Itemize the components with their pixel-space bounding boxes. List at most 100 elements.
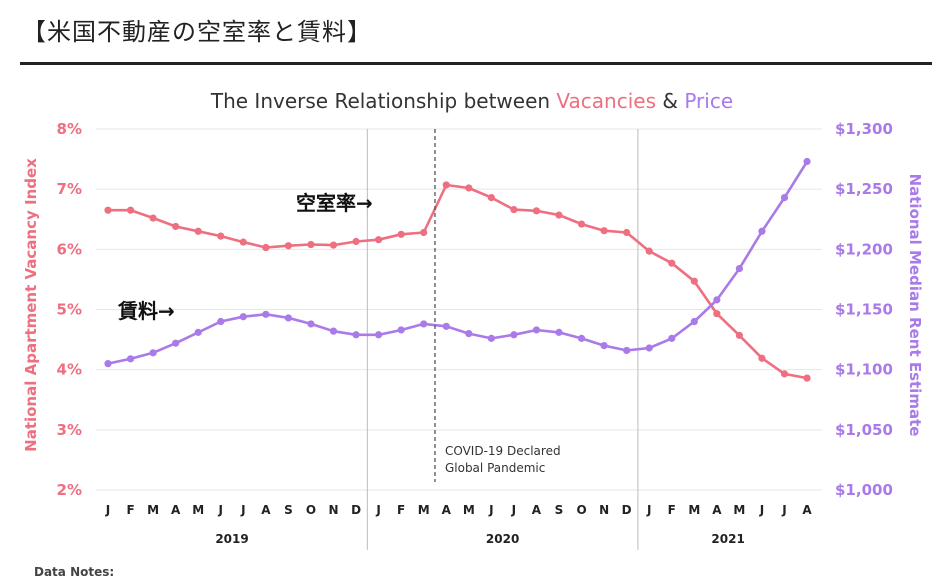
month-tick-label: S [555, 503, 564, 517]
data-point-vacancies [780, 370, 789, 378]
data-point-vacancies [690, 277, 698, 285]
month-tick-label: S [284, 503, 293, 517]
data-point-price [194, 328, 202, 336]
right-axis: $1,000 $1,050 $1,100 $1,150 $1,200 $1,250 $1,3… [835, 120, 924, 499]
month-tick-label: O [306, 503, 316, 517]
data-point-vacancies [172, 222, 180, 231]
data-point-price [780, 193, 789, 202]
data-point-price [645, 344, 653, 352]
month-tick-label: F [668, 503, 676, 517]
data-point-vacancies [397, 230, 405, 238]
data-point-vacancies [104, 206, 112, 214]
data-point-price [262, 310, 270, 318]
data-point-price [104, 360, 112, 368]
data-point-price [375, 331, 383, 339]
series-price [104, 157, 811, 368]
data-point-price [284, 314, 292, 322]
data-point-price [149, 349, 157, 357]
vacancy-callout: 空室率→ [296, 191, 373, 215]
page-heading: 【米国不動産の空室率と賃料】 [22, 18, 372, 46]
data-point-vacancies [668, 259, 676, 267]
right-tick-label: $1,250 [835, 180, 893, 198]
month-tick-label: J [105, 503, 110, 517]
data-point-price [555, 328, 563, 336]
month-tick-label: A [712, 503, 722, 517]
left-tick-label: 7% [57, 180, 82, 198]
data-point-price [352, 331, 360, 339]
month-tick-label: N [599, 503, 609, 517]
data-point-vacancies [149, 214, 157, 222]
month-tick-label: J [218, 503, 223, 517]
data-point-price [600, 342, 608, 350]
data-point-vacancies [577, 220, 586, 228]
year-label: 2020 [486, 532, 519, 546]
right-axis-title: National Median Rent Estimate [906, 174, 924, 437]
data-point-price [329, 327, 338, 335]
data-point-vacancies [375, 236, 383, 244]
right-tick-label: $1,100 [835, 361, 893, 379]
data-point-price [397, 326, 405, 334]
covid-annotation-line: COVID-19 Declared [445, 444, 561, 458]
data-point-price [172, 339, 180, 347]
data-point-vacancies [532, 207, 541, 215]
year-label: 2019 [215, 532, 248, 546]
month-tick-label: M [418, 503, 430, 517]
data-point-price [713, 296, 721, 304]
chart-title-part-2: & [656, 89, 684, 113]
year-dividers [366, 129, 639, 550]
data-point-vacancies [758, 354, 766, 362]
chart-title-part-1: Vacancies [556, 89, 656, 113]
left-tick-label: 4% [57, 361, 82, 379]
data-point-vacancies [555, 211, 563, 219]
right-tick-label: $1,300 [835, 120, 893, 138]
month-tick-label: M [192, 503, 204, 517]
month-tick-label: O [576, 503, 586, 517]
month-tick-label: A [261, 503, 271, 517]
data-point-price [307, 320, 315, 328]
right-tick-label: $1,050 [835, 421, 893, 439]
month-tick-label: M [733, 503, 745, 517]
left-tick-label: 5% [57, 301, 82, 319]
data-point-vacancies [623, 228, 631, 237]
chart-title-part-3: Price [684, 89, 733, 113]
data-point-vacancies [194, 227, 202, 235]
month-tick-label: M [463, 503, 475, 517]
annotation-layer: COVID-19 Declared Global Pandemic [434, 129, 561, 482]
left-tick-label: 8% [57, 120, 82, 138]
data-point-vacancies [352, 237, 360, 246]
month-tick-label: D [351, 503, 361, 517]
data-point-vacancies [284, 242, 292, 250]
data-point-price [623, 346, 631, 355]
month-tick-label: M [688, 503, 700, 517]
month-tick-label: J [646, 503, 651, 517]
data-point-price [668, 334, 676, 342]
left-tick-label: 3% [57, 421, 82, 439]
data-point-price [442, 322, 450, 330]
data-point-price [487, 334, 495, 342]
data-point-vacancies [442, 181, 450, 189]
series-vacancies [104, 181, 811, 382]
data-point-vacancies [803, 374, 811, 382]
heading-divider [20, 62, 932, 65]
month-tick-label: A [802, 503, 812, 517]
month-tick-label: D [622, 503, 632, 517]
data-point-price [420, 320, 428, 328]
month-tick-label: M [147, 503, 159, 517]
data-point-vacancies [126, 206, 135, 214]
data-point-price [510, 331, 518, 339]
month-tick-label: J [488, 503, 493, 517]
right-tick-label: $1,150 [835, 301, 893, 319]
year-label: 2021 [711, 532, 744, 546]
left-axis-title: National Apartment Vacancy Index [22, 158, 40, 452]
month-tick-label: A [171, 503, 181, 517]
left-tick-label: 6% [57, 240, 82, 258]
data-point-vacancies [510, 206, 518, 214]
data-notes-label: Data Notes: [34, 565, 115, 579]
data-point-price [126, 355, 135, 363]
series-layer [104, 157, 811, 382]
data-point-vacancies [262, 243, 270, 252]
month-tick-label: F [397, 503, 405, 517]
right-tick-label: $1,000 [835, 481, 893, 499]
